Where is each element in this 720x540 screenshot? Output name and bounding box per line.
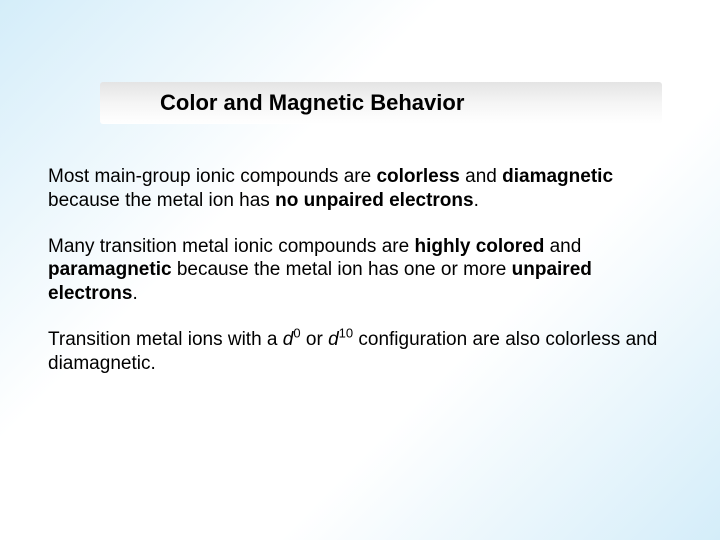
title-bar: Color and Magnetic Behavior — [100, 82, 662, 124]
p1-text: and — [460, 166, 502, 187]
paragraph-2: Many transition metal ionic compounds ar… — [48, 235, 660, 306]
p3-italic-d1: d — [283, 329, 294, 350]
p1-text: because the metal ion has — [48, 190, 275, 211]
paragraph-3: Transition metal ions with a d0 or d10 c… — [48, 328, 660, 376]
p1-text: Most main-group ionic compounds are — [48, 166, 376, 187]
p2-bold-highly-colored: highly colored — [414, 236, 544, 257]
p3-sup-10: 10 — [339, 325, 353, 340]
p3-text: Transition metal ions with a — [48, 329, 283, 350]
content-area: Most main-group ionic compounds are colo… — [48, 165, 660, 397]
p2-text: Many transition metal ionic compounds ar… — [48, 236, 414, 257]
p2-text: and — [544, 236, 581, 257]
p3-text: or — [301, 329, 328, 350]
slide-title: Color and Magnetic Behavior — [160, 90, 464, 116]
p3-sup-0: 0 — [293, 325, 300, 340]
p1-text: . — [474, 190, 479, 211]
paragraph-1: Most main-group ionic compounds are colo… — [48, 165, 660, 213]
p2-text: because the metal ion has one or more — [172, 259, 512, 280]
p2-text: . — [132, 283, 137, 304]
p1-bold-diamagnetic: diamagnetic — [502, 166, 613, 187]
p1-bold-colorless: colorless — [376, 166, 459, 187]
p2-bold-paramagnetic: paramagnetic — [48, 259, 172, 280]
p3-italic-d2: d — [328, 329, 339, 350]
p1-bold-no-unpaired: no unpaired electrons — [275, 190, 473, 211]
